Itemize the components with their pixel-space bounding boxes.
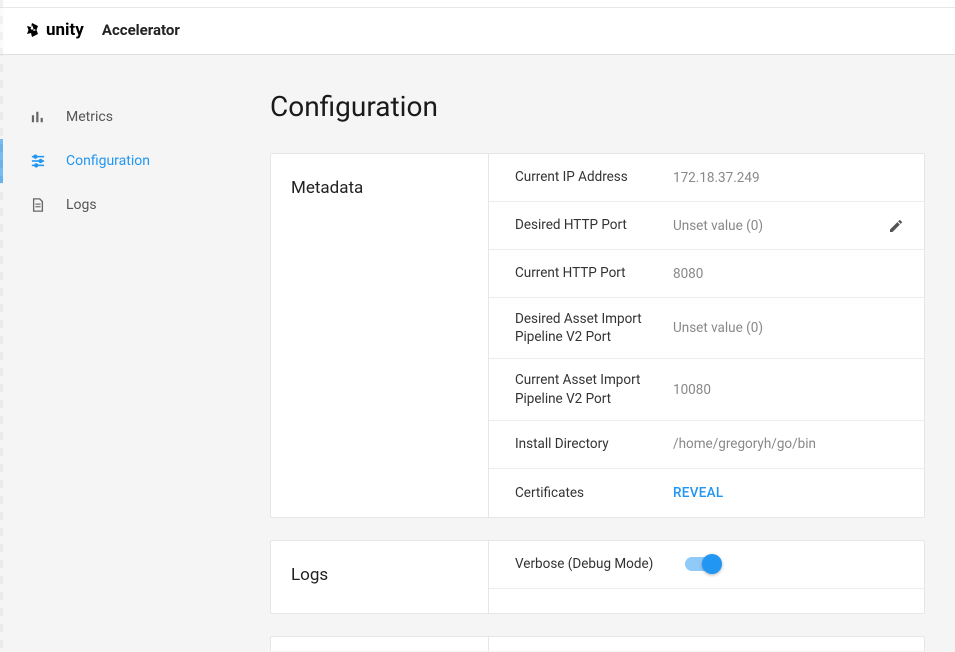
card-metadata: Metadata Current IP Address 172.18.37.24… [270, 153, 925, 518]
row-collab-id: ID accel_id [489, 637, 924, 651]
brand-name: unity [46, 20, 84, 40]
row-value: 172.18.37.249 [673, 170, 906, 186]
card-body: Current IP Address 172.18.37.249 Desired… [489, 154, 924, 517]
row-value [685, 557, 719, 571]
row-current-http-port: Current HTTP Port 8080 [489, 250, 924, 298]
card-title: Logs [291, 565, 468, 585]
card-body: ID accel_id [489, 637, 924, 651]
row-current-ip: Current IP Address 172.18.37.249 [489, 154, 924, 202]
toggle-knob [702, 554, 722, 574]
header-bar: unity Accelerator [0, 8, 955, 55]
row-label: Current Asset Import Pipeline V2 Port [515, 371, 673, 407]
row-value: /home/gregoryh/go/bin [673, 436, 906, 452]
sidebar-item-logs[interactable]: Logs [0, 183, 260, 227]
row-certificates: Certificates REVEAL [489, 469, 924, 517]
sidebar-item-metrics[interactable]: Metrics [0, 95, 260, 139]
sidebar: Metrics Configuration [0, 55, 260, 651]
row-desired-http-port: Desired HTTP Port Unset value (0) [489, 202, 924, 250]
row-label: Current HTTP Port [515, 264, 673, 282]
card-title: Metadata [291, 178, 468, 198]
row-label: Certificates [515, 484, 673, 502]
row-desired-asset-port: Desired Asset Import Pipeline V2 Port Un… [489, 298, 924, 359]
sidebar-item-configuration[interactable]: Configuration [0, 139, 260, 183]
logs-icon [30, 197, 46, 213]
row-label: Install Directory [515, 435, 673, 453]
row-current-asset-port: Current Asset Import Pipeline V2 Port 10… [489, 359, 924, 420]
metrics-icon [30, 109, 46, 125]
row-install-dir: Install Directory /home/gregoryh/go/bin [489, 421, 924, 469]
card-header: Logs [271, 541, 489, 613]
sidebar-item-label: Logs [66, 197, 97, 213]
config-icon [30, 153, 46, 169]
brand-logo: unity [24, 20, 84, 40]
row-label: Current IP Address [515, 168, 673, 186]
row-label: Desired Asset Import Pipeline V2 Port [515, 310, 673, 346]
card-logs: Logs Verbose (Debug Mode) [270, 540, 925, 614]
card-header: Collaborate [271, 637, 489, 651]
app-name: Accelerator [102, 21, 180, 39]
row-value: REVEAL [673, 485, 906, 501]
row-label: Desired HTTP Port [515, 216, 673, 234]
top-spacer [0, 0, 955, 8]
card-header: Metadata [271, 154, 489, 517]
card-body: Verbose (Debug Mode) [489, 541, 924, 613]
verbose-toggle[interactable] [685, 557, 719, 571]
reveal-button[interactable]: REVEAL [673, 485, 724, 501]
window-edge-decoration [0, 0, 3, 652]
row-verbose: Verbose (Debug Mode) [489, 541, 924, 589]
main-content: Configuration Metadata Current IP Addres… [260, 55, 955, 651]
edit-icon[interactable] [886, 216, 906, 236]
row-value: Unset value (0) [673, 320, 906, 336]
card-collaborate: Collaborate ID accel_id [270, 636, 925, 651]
row-value: Unset value (0) [673, 218, 886, 234]
row-value: 8080 [673, 266, 906, 282]
sidebar-item-label: Metrics [66, 109, 113, 125]
row-label: Verbose (Debug Mode) [515, 555, 685, 573]
unity-logo-icon [24, 22, 40, 38]
page-title: Configuration [270, 90, 925, 123]
row-value: 10080 [673, 382, 906, 398]
sidebar-item-label: Configuration [66, 153, 150, 169]
row-empty [489, 589, 924, 613]
